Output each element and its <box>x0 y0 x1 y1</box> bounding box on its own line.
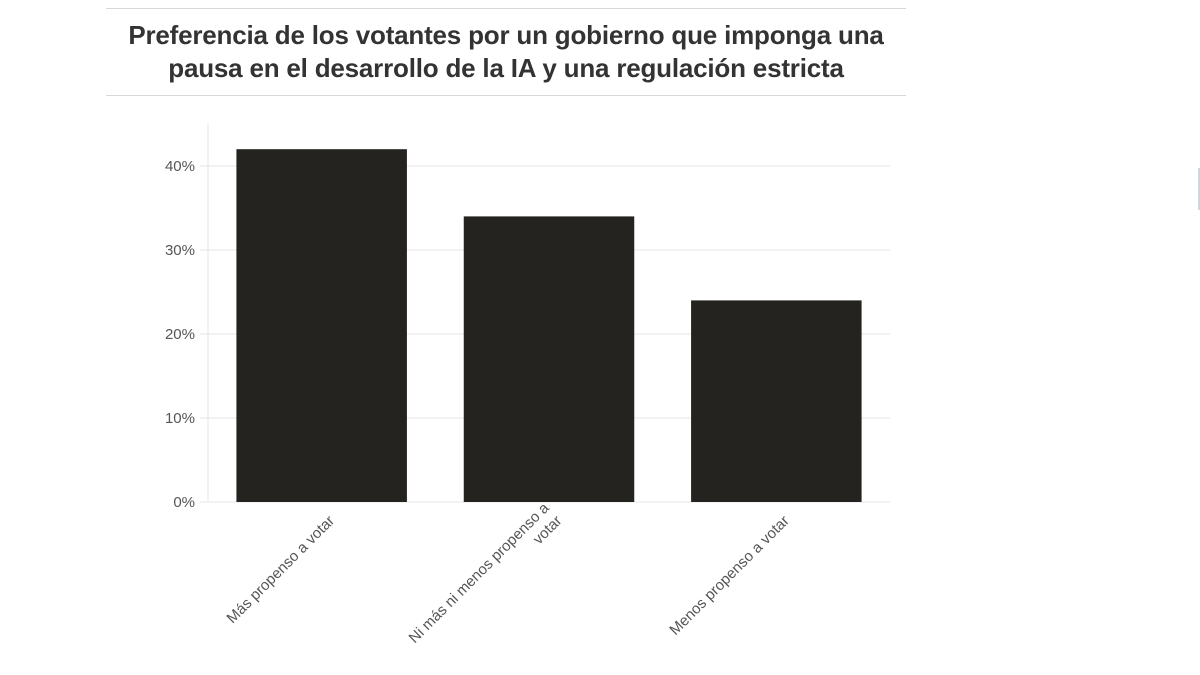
x-tick-label-line: Más propenso a votar <box>223 512 338 627</box>
edge-divider <box>1198 168 1200 210</box>
title-box: Preferencia de los votantes por un gobie… <box>106 8 906 96</box>
x-tick-label-line: Ni más ni menos propenso a <box>406 499 553 646</box>
bar <box>463 216 635 502</box>
y-tick-label: 20% <box>165 326 195 343</box>
chart-title: Preferencia de los votantes por un gobie… <box>128 20 884 83</box>
x-axis: Más propenso a votar Ni más ni menos prop… <box>223 499 792 659</box>
y-tick-label: 30% <box>165 242 195 259</box>
y-tick-label: 10% <box>165 410 195 427</box>
bar <box>236 149 407 502</box>
y-axis: 0% 10% 20% 30% 40% <box>165 124 209 511</box>
bars <box>236 149 862 502</box>
x-tick-label: Ni más ni menos propenso avotar <box>406 499 566 659</box>
x-tick-label: Más propenso a votar <box>223 512 338 627</box>
y-tick-label: 40% <box>165 158 195 175</box>
bar <box>691 300 862 502</box>
x-tick-label-line: Menos propenso a votar <box>666 512 792 638</box>
y-tick-label: 0% <box>173 494 195 511</box>
x-tick-label: Menos propenso a votar <box>666 512 792 638</box>
